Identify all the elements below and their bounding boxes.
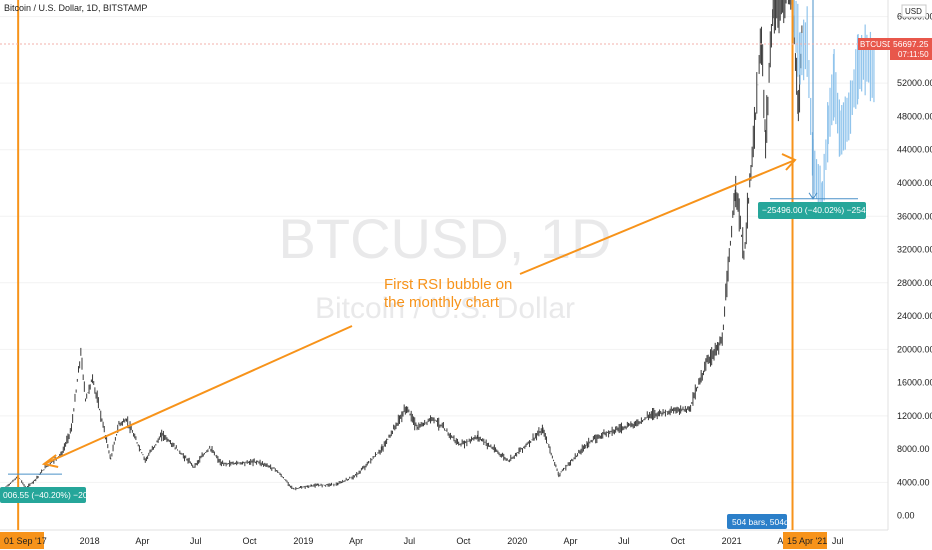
series-projection — [791, 0, 875, 219]
date-label-left: 01 Sep '17 — [4, 536, 47, 546]
date-label-left-box — [0, 532, 44, 549]
range-arrow-right — [808, 192, 818, 200]
currency-box — [901, 4, 927, 18]
date-label-right: 15 Apr '21 — [787, 536, 827, 546]
date-label-right-box — [783, 532, 827, 549]
x-tick-label: 2019 — [293, 536, 313, 546]
x-tick-label: Jul — [832, 536, 844, 546]
x-tick-label: Oct — [671, 536, 686, 546]
range-label-right-box — [758, 202, 866, 219]
annotation-line-1: First RSI bubble on — [384, 276, 512, 293]
y-tick-label: 28000.00 — [897, 278, 932, 288]
bars-label-box — [727, 514, 787, 529]
price-symbol-box — [858, 38, 890, 50]
y-tick-label: 4000.00 — [897, 477, 930, 487]
y-tick-label: 12000.00 — [897, 411, 932, 421]
bars-label: 504 bars, 504d — [732, 517, 789, 527]
x-tick-label: 2020 — [507, 536, 527, 546]
arrow-right — [519, 159, 796, 275]
price-countdown: 07:11:50 — [898, 50, 929, 59]
x-tick-label: Jul — [404, 536, 416, 546]
x-tick-label: Apr — [564, 536, 578, 546]
watermark-symbol: BTCUSD, 1D — [279, 207, 612, 270]
watermark-description: Bitcoin / U.S. Dollar — [315, 292, 575, 325]
arrow-left — [43, 325, 353, 465]
x-tick-label: Apr — [349, 536, 363, 546]
annotation-line-2: the monthly chart — [384, 294, 500, 311]
arrow-left-head — [41, 454, 59, 468]
range-label-left: 006.55 (−40.20%) −200655 — [3, 490, 107, 500]
x-tick-label: Oct — [243, 536, 258, 546]
price-symbol: BTCUSD — [860, 40, 893, 49]
y-tick-label: 8000.00 — [897, 444, 930, 454]
range-label-left-box — [0, 487, 86, 503]
y-tick-label: 0.00 — [897, 511, 915, 521]
x-tick-label: 2018 — [80, 536, 100, 546]
range-label-right: −25496.00 (−40.02%) −2549600 — [762, 205, 885, 215]
currency-label: USD — [905, 7, 922, 16]
y-tick-label: 44000.00 — [897, 145, 932, 155]
x-tick-label: Jul — [618, 536, 630, 546]
x-tick-label: Jul — [190, 536, 202, 546]
y-tick-label: 32000.00 — [897, 245, 932, 255]
price-value-box — [890, 38, 932, 60]
y-tick-label: 20000.00 — [897, 344, 932, 354]
price-value: 56697.25 — [893, 39, 929, 49]
arrow-right-head — [781, 153, 797, 171]
y-tick-label: 52000.00 — [897, 78, 932, 88]
symbol-info: Bitcoin / U.S. Dollar, 1D, BITSTAMP — [4, 3, 148, 13]
y-tick-label: 36000.00 — [897, 211, 932, 221]
x-tick-label: 2021 — [722, 536, 742, 546]
y-tick-label: 16000.00 — [897, 378, 932, 388]
y-tick-label: 24000.00 — [897, 311, 932, 321]
y-tick-label: 40000.00 — [897, 178, 932, 188]
x-tick-label: Apr — [135, 536, 149, 546]
x-tick-label: Oct — [456, 536, 471, 546]
y-tick-label: 48000.00 — [897, 111, 932, 121]
